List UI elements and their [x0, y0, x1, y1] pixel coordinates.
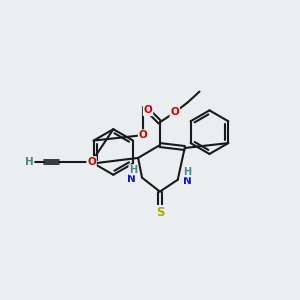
- Text: H: H: [129, 165, 137, 175]
- Text: O: O: [87, 157, 96, 167]
- Text: H: H: [183, 167, 191, 177]
- Text: H: H: [25, 157, 34, 167]
- Text: O: O: [170, 107, 179, 117]
- Text: N: N: [128, 174, 136, 184]
- Text: S: S: [156, 206, 164, 219]
- Text: O: O: [139, 130, 147, 140]
- Text: N: N: [183, 176, 191, 186]
- Text: O: O: [144, 105, 152, 116]
